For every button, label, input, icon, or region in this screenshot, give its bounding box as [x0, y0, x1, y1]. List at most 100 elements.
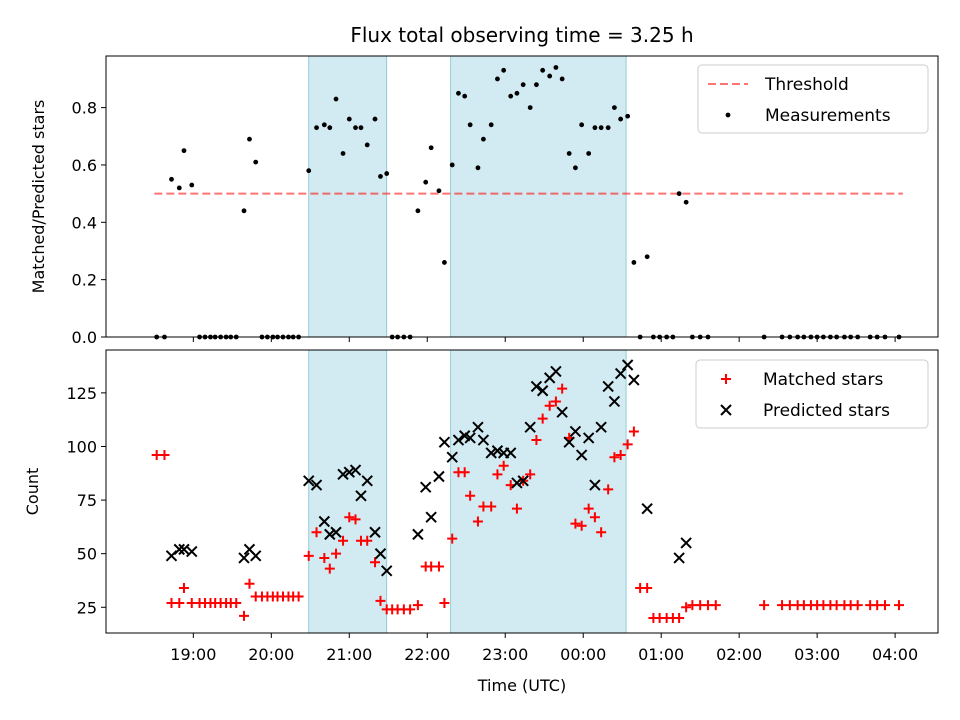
measurement-point	[340, 151, 346, 156]
matched-star-point	[311, 527, 322, 538]
predicted-star-point	[614, 367, 627, 380]
predicted-star-point	[330, 526, 342, 538]
matched-star-point	[622, 439, 633, 450]
bottom-legend: Matched stars Predicted stars	[695, 359, 929, 429]
top-shaded-intervals	[308, 55, 627, 338]
top-y-ticks: 0.0 0.2 0.4 0.6 0.8	[72, 99, 106, 347]
bottom-y-axis-label: Count	[23, 468, 42, 516]
predicted-star-point	[425, 511, 437, 523]
predicted-star-point	[349, 464, 362, 476]
predicted-star-point	[337, 468, 349, 481]
x-tick-label: 21:00	[326, 645, 372, 664]
matched-star-point	[159, 450, 170, 461]
predicted-stars-points	[165, 359, 692, 577]
x-axis-label: Time (UTC)	[477, 676, 566, 695]
legend-matched-label: Matched stars	[763, 370, 883, 390]
matched-star-point	[324, 563, 335, 574]
predicted-star-point	[419, 481, 432, 493]
predicted-star-point	[238, 552, 250, 564]
x-tick-label: 19:00	[170, 645, 216, 664]
matched-star-point	[350, 514, 361, 525]
predicted-star-point	[595, 421, 607, 433]
predicted-star-point	[477, 434, 490, 446]
matched-star-point	[405, 604, 416, 615]
matched-star-point	[293, 591, 304, 602]
predicted-star-point	[381, 565, 393, 577]
measurement-point	[456, 90, 461, 96]
predicted-star-point	[530, 380, 543, 393]
measurement-point	[333, 96, 339, 102]
shaded-interval	[308, 349, 388, 634]
matched-star-point	[370, 557, 381, 568]
y-tick-label: 25	[77, 598, 97, 617]
matched-star-point	[375, 595, 386, 606]
x-tick-label: 01:00	[638, 645, 684, 664]
matched-star-point	[472, 516, 483, 527]
matched-star-point	[239, 610, 250, 621]
predicted-star-point	[641, 502, 653, 515]
measurement-point	[423, 179, 429, 185]
measurement-point	[481, 136, 486, 142]
top-legend: Threshold Measurements	[697, 64, 929, 134]
matched-star-point	[244, 578, 255, 589]
predicted-star-point	[485, 447, 497, 459]
measurement-point	[372, 116, 378, 122]
x-tick-label: 20:00	[248, 645, 294, 664]
count-panel: 25 50 75 100 125 19:00 20:00 21:00 22:00 23:00 00…	[23, 349, 939, 695]
matched-star-point	[674, 612, 685, 623]
measurement-point	[247, 136, 252, 142]
measurement-point	[241, 208, 247, 214]
measurement-point	[547, 73, 553, 79]
top-x-ticks	[192, 337, 896, 342]
measurement-point	[540, 67, 546, 73]
measurement-point	[475, 165, 481, 171]
measurement-point	[462, 93, 468, 99]
predicted-star-point	[310, 479, 323, 491]
measurement-point	[327, 125, 333, 131]
matched-star-point	[447, 533, 458, 544]
legend-box	[695, 359, 929, 429]
measurement-point	[415, 208, 421, 214]
predicted-star-point	[569, 425, 582, 438]
measurement-point	[605, 125, 611, 131]
matched-star-point	[319, 552, 330, 563]
x-tick-label: 22:00	[404, 645, 450, 664]
predicted-star-point	[628, 374, 640, 386]
matched-star-point	[492, 469, 503, 480]
matched-star-point	[596, 527, 607, 538]
predicted-star-point	[491, 445, 504, 457]
predicted-star-point	[173, 543, 186, 556]
predicted-star-point	[504, 447, 517, 459]
y-tick-label: 0.6	[72, 156, 97, 175]
measurement-point	[253, 159, 259, 165]
predicted-star-point	[452, 434, 465, 446]
matched-star-point	[412, 600, 423, 611]
measurement-point	[566, 151, 572, 156]
x-tick-label: 02:00	[716, 645, 762, 664]
chart-title: Flux total observing time = 3.25 h	[350, 23, 693, 47]
y-tick-label: 125	[66, 384, 97, 403]
matched-star-point	[303, 550, 314, 561]
predicted-star-point	[673, 552, 685, 564]
shaded-interval	[308, 55, 388, 338]
measurement-point	[449, 162, 455, 168]
matched-star-point	[894, 600, 905, 611]
predicted-star-point	[374, 547, 387, 560]
y-tick-label: 0.0	[72, 328, 97, 347]
matched-star-point	[231, 597, 242, 608]
legend-box	[697, 64, 929, 134]
matched-star-point	[486, 501, 497, 512]
predicted-star-point	[608, 395, 621, 408]
measurement-point	[488, 122, 494, 128]
predicted-star-point	[438, 436, 451, 448]
predicted-star-point	[186, 545, 198, 558]
measurement-point	[467, 122, 473, 128]
matched-star-point	[576, 520, 587, 531]
matched-stars-points	[151, 383, 905, 623]
matched-star-point	[759, 600, 770, 611]
matched-star-point	[525, 469, 536, 480]
measurement-point	[573, 165, 578, 171]
measurement-point	[586, 151, 592, 156]
measurement-point	[169, 176, 174, 182]
